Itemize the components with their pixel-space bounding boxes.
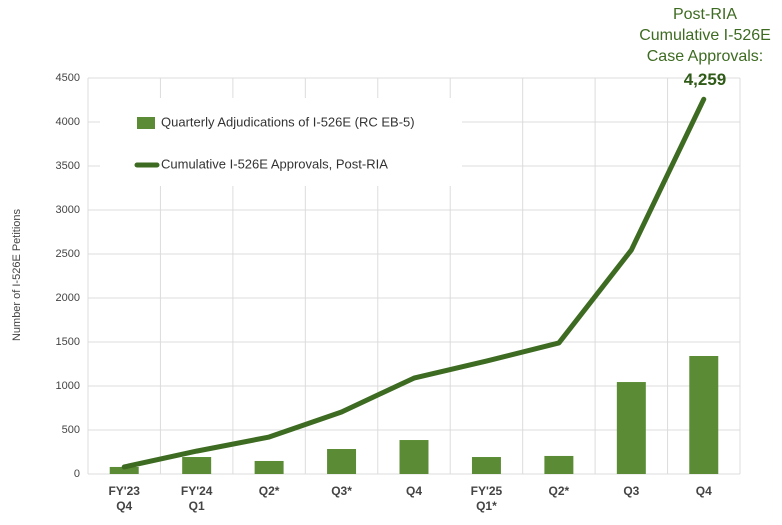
y-tick-label: 4500 [56,72,80,84]
x-tick-label: FY'23 Q4 [108,484,140,513]
x-tick-label: FY'24 Q1 [180,484,213,513]
y-tick-label: 0 [74,468,80,480]
x-tick-label: Q2* [548,484,570,498]
y-tick-label: 2500 [56,248,80,260]
bar [327,449,357,474]
bar [109,466,139,474]
y-tick-label: 3000 [56,204,80,216]
legend-label: Quarterly Adjudications of I-526E (RC EB… [161,114,415,129]
legend-box [100,98,462,186]
bar [399,440,429,474]
y-tick-label: 1000 [56,380,80,392]
annotation: Post-RIA Cumulative I-526E Case Approval… [639,6,771,65]
bar [182,457,212,474]
legend-label: Cumulative I-526E Approvals, Post-RIA [161,156,388,171]
y-tick-label: 3500 [56,160,80,172]
y-tick-label: 1500 [56,336,80,348]
y-tick-label: 2000 [56,292,80,304]
bar [616,382,646,474]
bar [254,460,284,474]
y-axis-label: Number of I-526E Petitions [11,208,23,341]
bar [544,455,574,474]
y-tick-label: 4000 [56,116,80,128]
x-tick-label: Q4 [405,484,422,498]
legend-swatch [137,117,155,129]
x-tick-label: Q4 [695,484,712,498]
y-tick-label: 500 [62,424,80,436]
bar [689,355,719,474]
x-tick-label: FY'25 Q1* [470,484,503,513]
x-tick-label: Q3 [623,484,640,498]
bar [471,457,501,474]
x-tick-label: Q2* [258,484,280,498]
annotation-value: 4,259 [683,70,727,89]
x-tick-label: Q3* [331,484,352,498]
line [121,96,707,470]
